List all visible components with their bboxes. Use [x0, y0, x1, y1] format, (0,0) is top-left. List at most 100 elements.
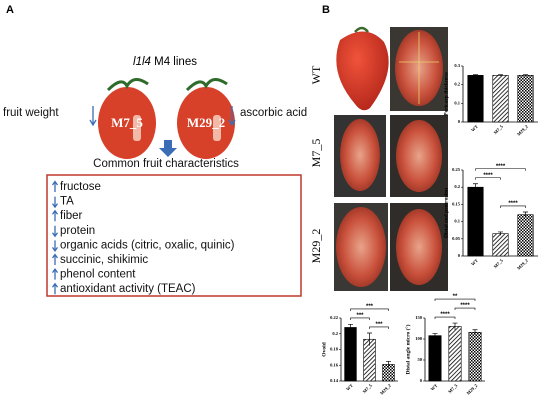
y-tick-label: 0.16 [330, 362, 339, 367]
bar [492, 75, 509, 123]
y-tick-label: 100 [415, 336, 423, 341]
bar [517, 75, 534, 123]
y-tick-label: 150 [415, 315, 423, 320]
bar [467, 75, 484, 123]
trait-list: fructose TA fiber protein organic acids (cit… [51, 180, 235, 295]
lines-title-text: M4 lines [154, 56, 197, 68]
bar [517, 214, 534, 257]
bar [448, 326, 462, 382]
y-tick-label: 0.25 [452, 167, 461, 172]
big-arrow [159, 140, 177, 157]
panel-label: B [322, 4, 330, 16]
bar [344, 327, 357, 382]
x-tick-label: M7_5 [493, 123, 505, 135]
panel-label: A [6, 4, 14, 16]
significance-bracket [369, 326, 389, 329]
trait-text: fructose [60, 181, 101, 193]
trait-label: fruit weight [3, 107, 59, 119]
lines-title-italic: l1l4 [133, 56, 151, 68]
bar [428, 335, 442, 382]
error-bar [523, 211, 528, 218]
trait-box [46, 174, 302, 297]
x-tick-label: WT [430, 383, 439, 392]
y-tick-label: 0.3 [454, 63, 460, 68]
significance-bracket [475, 168, 526, 171]
trait-text: TA [60, 196, 74, 208]
significance-bracket [454, 307, 476, 311]
bar [467, 186, 484, 257]
y-tick-label: 50 [418, 357, 423, 362]
y-tick-label: 0.14 [330, 378, 339, 383]
tomato-left [98, 78, 156, 159]
x-tick-label: M29_2 [516, 257, 529, 270]
lines-title: l1l4 M4 lines [133, 56, 197, 68]
y-tick-label: 0.15 [452, 201, 461, 206]
tomato-right [177, 78, 235, 159]
trait-arrow [51, 240, 59, 253]
row-label: M29_2 [309, 229, 323, 264]
trait-arrow [51, 267, 59, 280]
trait-arrow [51, 225, 59, 238]
significance-label: **** [460, 303, 470, 309]
significance-label: ** [453, 294, 458, 300]
significance-label: *** [366, 304, 374, 310]
photos [334, 26, 448, 291]
fruit-label: M29_2 [187, 115, 225, 130]
bar [492, 233, 509, 257]
significance-label: **** [496, 164, 506, 170]
error-bar [348, 323, 353, 331]
y-tick-label: 0.22 [330, 315, 339, 320]
significance-bracket [434, 316, 456, 320]
down-arrow [228, 106, 236, 127]
x-tick-label: M7_5 [493, 257, 505, 269]
error-bar [473, 74, 478, 76]
x-tick-label: M29_2 [379, 382, 392, 395]
significance-label: *** [375, 322, 383, 328]
significance-bracket [475, 177, 501, 180]
significance-bracket [350, 317, 370, 320]
y-tick-label: 0.2 [332, 331, 338, 336]
y-tick-label: 0.2 [454, 184, 460, 189]
x-tick-label: M7_5 [447, 382, 459, 394]
down-arrow [89, 106, 97, 127]
trait-text: fiber [60, 210, 83, 222]
error-bar [498, 74, 503, 76]
error-bar [473, 183, 478, 191]
error-bar [472, 329, 478, 335]
x-tick-label: M7_5 [362, 382, 374, 394]
y-axis-label: Pericarp thickness [443, 72, 449, 116]
y-axis-label: Distal end protrusion [443, 188, 449, 238]
trait-text: organic acids (citric, oxalic, quinic) [60, 239, 235, 251]
significance-label: **** [440, 312, 450, 318]
x-tick-label: WT [345, 383, 354, 392]
row-label: M7_5 [309, 139, 323, 168]
trait-text: antioxidant activity (TEAC) [60, 283, 196, 295]
y-tick-label: 0.18 [330, 347, 339, 352]
trait-arrow [51, 196, 59, 209]
trait-text: phenol content [60, 269, 136, 281]
trait-arrow [51, 209, 59, 222]
row-label: WT [309, 65, 323, 84]
y-tick-label: 0.2 [454, 82, 460, 87]
error-bar [523, 74, 528, 76]
y-tick-label: 0.1 [454, 219, 460, 224]
error-bar [386, 360, 391, 368]
x-tick-label: M29_2 [466, 382, 479, 395]
trait-arrow [51, 180, 59, 192]
significance-bracket [434, 298, 476, 302]
significance-label: *** [356, 313, 364, 319]
x-tick-label: M29_2 [516, 123, 529, 136]
trait-text: protein [60, 225, 95, 237]
y-tick-label: 0 [458, 253, 461, 258]
y-tick-label: 0 [420, 378, 423, 383]
significance-bracket [500, 205, 526, 208]
heading: Common fruit characteristics [93, 158, 239, 170]
significance-label: **** [508, 201, 518, 207]
error-bar [452, 322, 458, 330]
trait-label: ascorbic acid [240, 107, 307, 119]
y-tick-label: 0 [458, 119, 461, 124]
significance-label: **** [483, 173, 493, 179]
x-tick-label: WT [470, 124, 479, 133]
y-axis-label: Distal angle micro (°) [404, 324, 411, 374]
trait-text: succinic, shikimic [60, 254, 148, 266]
